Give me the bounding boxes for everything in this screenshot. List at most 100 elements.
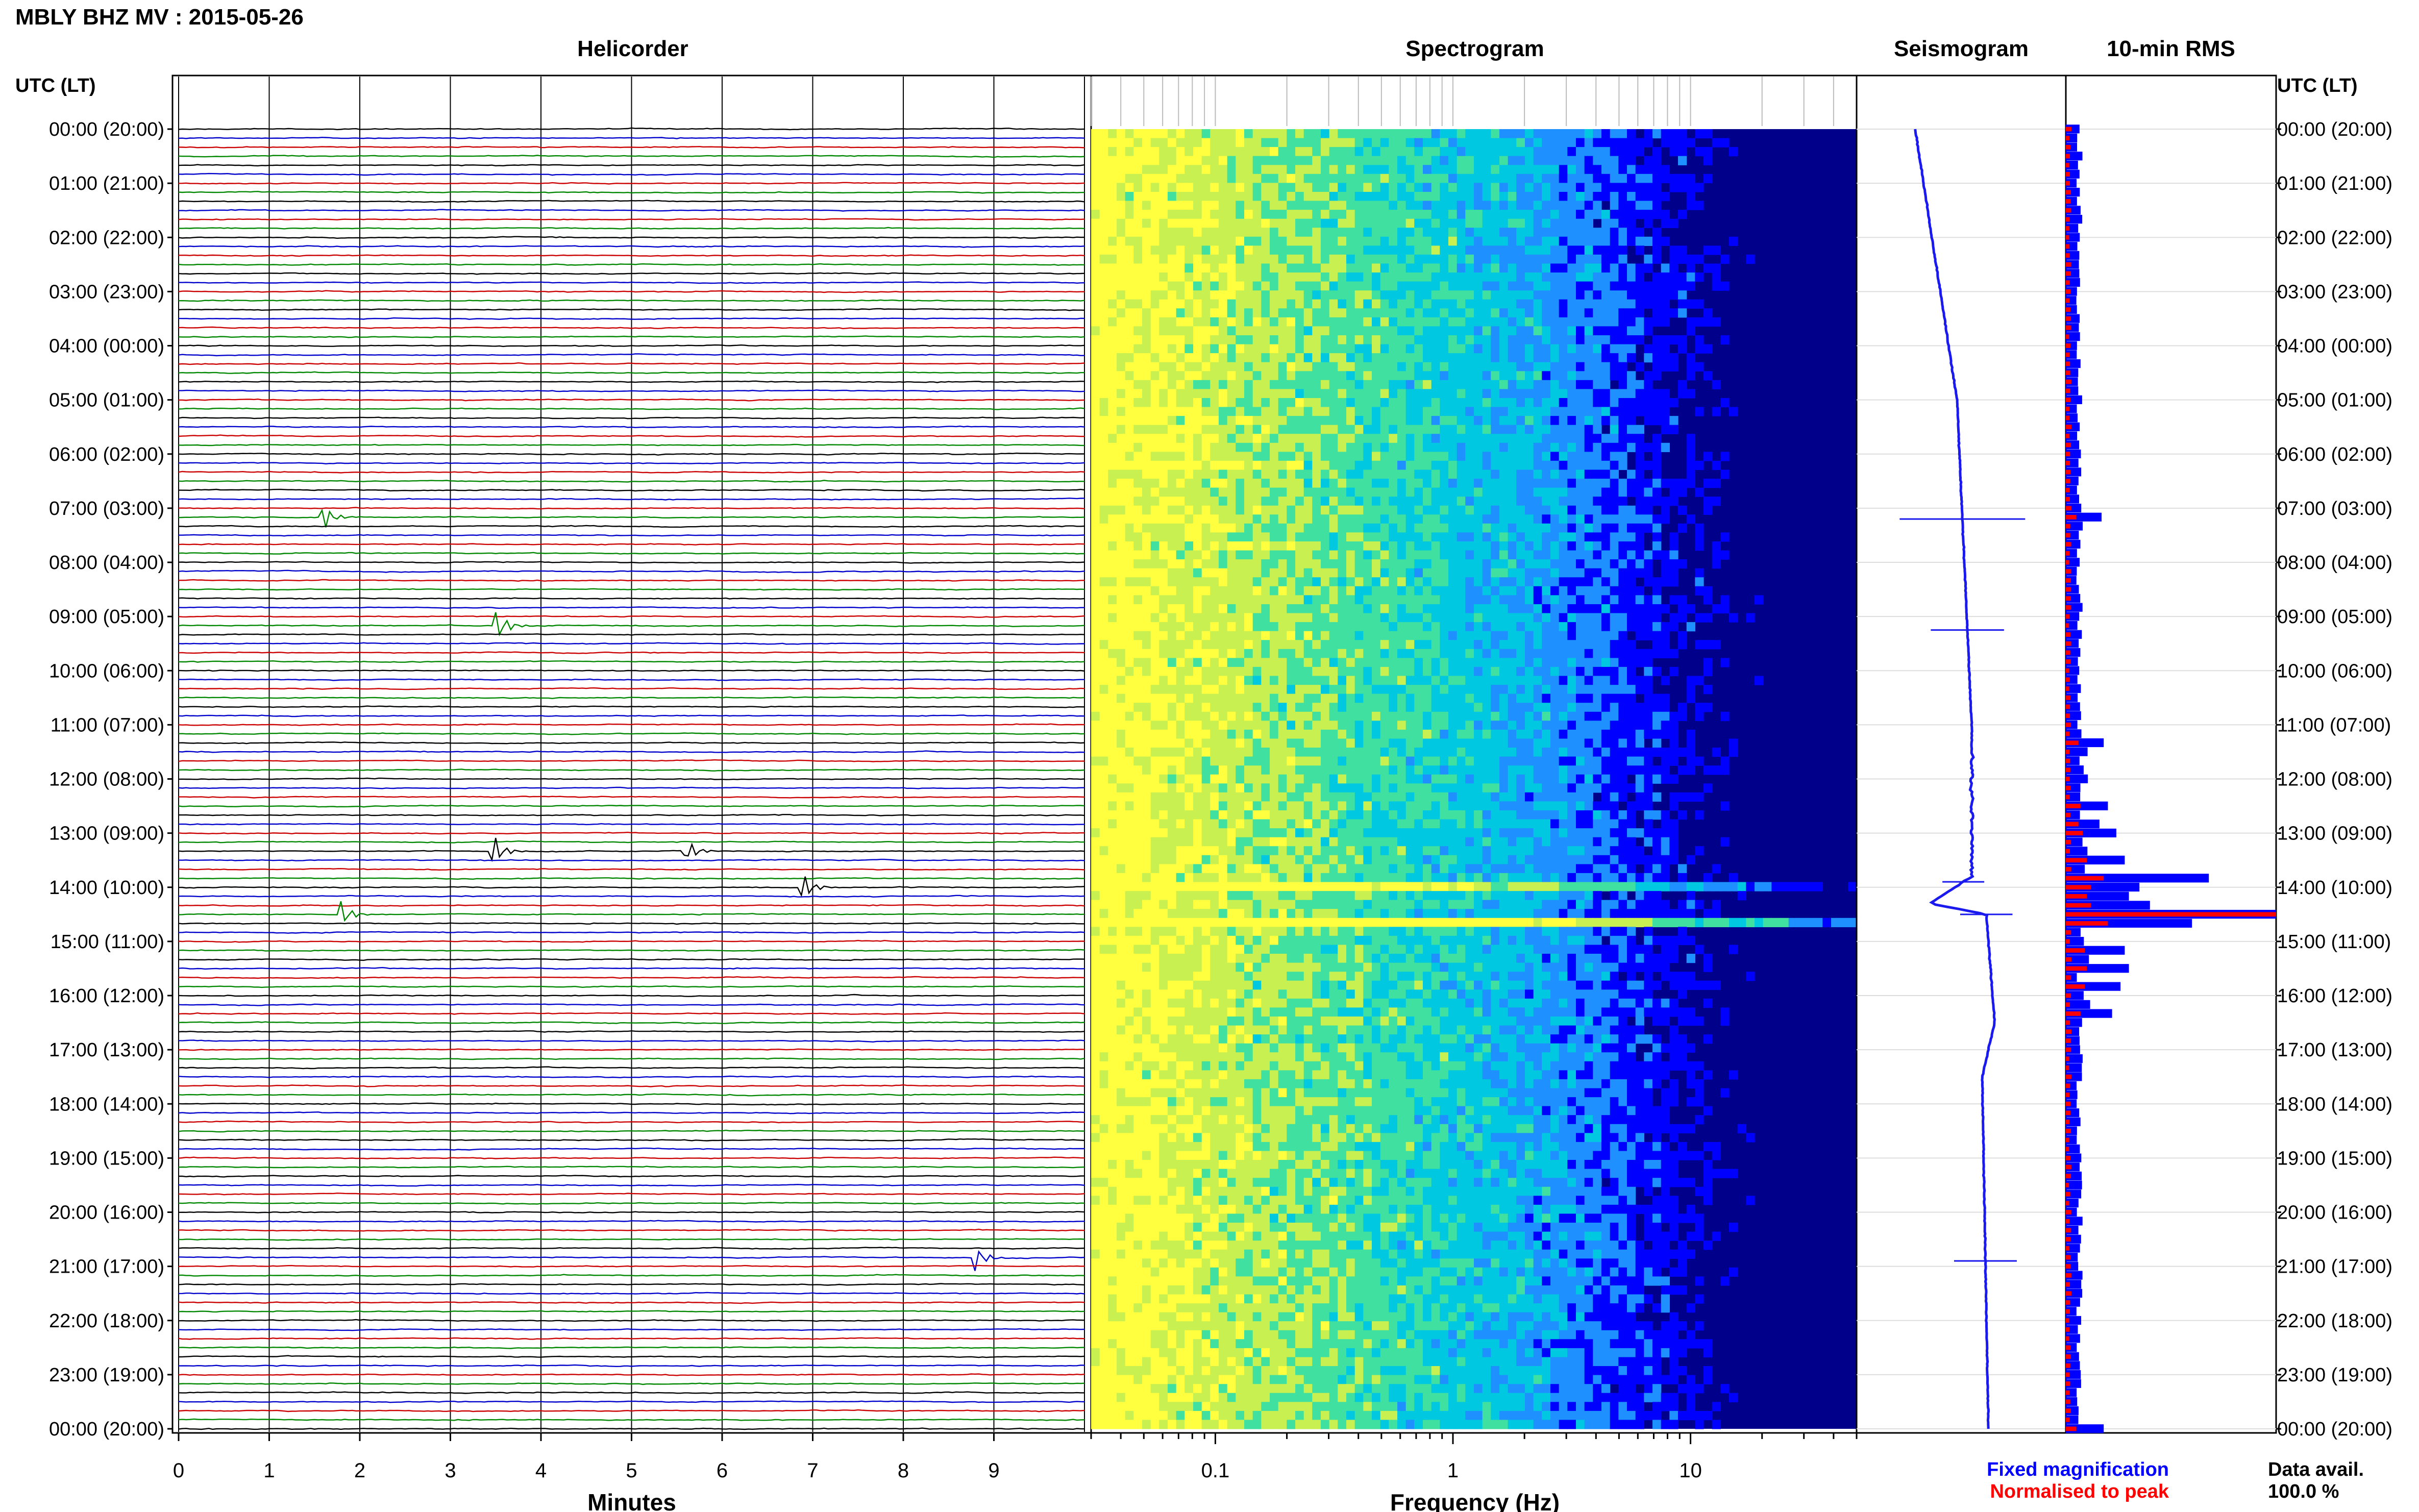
spectrogram-cell bbox=[1601, 272, 1611, 282]
spectrogram-cell bbox=[1295, 586, 1304, 596]
spectrogram-cell bbox=[1448, 416, 1458, 426]
spectrogram-cell bbox=[1184, 317, 1194, 327]
spectrogram-cell bbox=[1474, 335, 1483, 345]
spectrogram-cell bbox=[1525, 407, 1534, 416]
time-tick-left: 01:00 (21:00) bbox=[49, 173, 164, 194]
spectrogram-cell bbox=[1499, 523, 1509, 533]
spectrogram-cell bbox=[1295, 497, 1304, 506]
spectrogram-cell bbox=[1593, 460, 1602, 470]
spectrogram-cell bbox=[1210, 173, 1219, 183]
spectrogram-cell bbox=[1150, 541, 1159, 551]
spectrogram-cell bbox=[1576, 263, 1585, 273]
spectrogram-cell bbox=[1610, 631, 1619, 640]
spectrogram-cell bbox=[1627, 613, 1636, 623]
spectrogram-cell bbox=[1193, 245, 1202, 255]
spectrogram-cell bbox=[1576, 173, 1585, 183]
spectrogram-cell bbox=[1372, 218, 1381, 228]
spectrogram-cell bbox=[1372, 308, 1381, 318]
spectrogram-cell bbox=[1423, 228, 1432, 237]
spectrogram-cell bbox=[1193, 129, 1202, 139]
spectrogram-cell bbox=[1380, 173, 1389, 183]
spectrogram-cell bbox=[1363, 434, 1372, 443]
spectrogram-cell bbox=[1465, 577, 1474, 587]
spectrogram-cell bbox=[1244, 299, 1253, 309]
spectrogram-cell bbox=[1389, 442, 1398, 452]
spectrogram-cell bbox=[1346, 631, 1355, 640]
spectrogram-cell bbox=[1397, 236, 1406, 246]
spectrogram-cell bbox=[1219, 326, 1228, 336]
spectrogram-cell bbox=[1287, 666, 1296, 677]
spectrogram-cell bbox=[1278, 245, 1287, 255]
spectrogram-cell bbox=[1465, 201, 1474, 210]
spectrogram-cell bbox=[1593, 479, 1602, 488]
spectrogram-cell bbox=[1159, 416, 1168, 426]
spectrogram-cell bbox=[1652, 254, 1662, 264]
spectrogram-cell bbox=[1227, 389, 1236, 399]
spectrogram-cell bbox=[1720, 398, 1730, 408]
spectrogram-cell bbox=[1372, 649, 1381, 658]
spectrogram-cell bbox=[1295, 676, 1304, 685]
spectrogram-cell bbox=[1210, 236, 1219, 246]
spectrogram-cell bbox=[1363, 245, 1372, 255]
spectrogram-cell bbox=[1678, 631, 1687, 640]
spectrogram-cell bbox=[1219, 658, 1228, 667]
spectrogram-cell bbox=[1227, 479, 1236, 488]
time-tick-right: 07:00 (03:00) bbox=[2277, 498, 2392, 519]
spectrogram-cell bbox=[1695, 640, 1704, 650]
spectrogram-cell bbox=[1678, 308, 1687, 318]
spectrogram-cell bbox=[1091, 425, 1100, 434]
time-tick-right: 18:00 (14:00) bbox=[2277, 1094, 2392, 1115]
spectrogram-cell bbox=[1303, 218, 1313, 228]
spectrogram-cell bbox=[1593, 380, 1602, 389]
spectrogram-cell bbox=[1346, 577, 1355, 587]
spectrogram-cell bbox=[1193, 173, 1202, 183]
spectrogram-cell bbox=[1397, 442, 1406, 452]
spectrogram-cell bbox=[1244, 497, 1253, 506]
spectrogram-cell bbox=[1354, 425, 1364, 434]
spectrogram-cell bbox=[1508, 165, 1517, 175]
spectrogram-cell bbox=[1287, 505, 1296, 515]
spectrogram-cell bbox=[1389, 559, 1398, 569]
spectrogram-cell bbox=[1117, 201, 1126, 210]
spectrogram-cell bbox=[1482, 479, 1491, 488]
spectrogram-cell bbox=[1278, 218, 1287, 228]
spectrogram-cell bbox=[1219, 263, 1228, 273]
spectrogram-cell bbox=[1533, 263, 1542, 273]
spectrogram-cell bbox=[1278, 254, 1287, 264]
spectrogram-cell bbox=[1542, 129, 1551, 139]
helicorder-trace bbox=[178, 1166, 1085, 1169]
spectrogram-cell bbox=[1482, 622, 1491, 632]
spectrogram-cell bbox=[1559, 559, 1568, 569]
spectrogram-cell bbox=[1610, 703, 1619, 712]
spectrogram-cell bbox=[1287, 703, 1296, 712]
spectrogram-cell bbox=[1584, 416, 1593, 426]
spectrogram-cell bbox=[1491, 550, 1500, 560]
helicorder-x-tick-label: 9 bbox=[988, 1459, 999, 1482]
spectrogram-cell bbox=[1448, 398, 1458, 408]
spectrogram-cell bbox=[1389, 353, 1398, 363]
spectrogram-cell bbox=[1397, 550, 1406, 560]
spectrogram-cell bbox=[1295, 577, 1304, 587]
helicorder-trace bbox=[178, 525, 1085, 528]
spectrogram-cell bbox=[1567, 353, 1576, 363]
spectrogram-cell bbox=[1176, 290, 1185, 300]
spectrogram-cell bbox=[1491, 703, 1500, 712]
spectrogram-cell bbox=[1278, 541, 1287, 551]
spectrogram-cell bbox=[1210, 568, 1219, 578]
spectrogram-cell bbox=[1482, 210, 1491, 219]
spectrogram-cell bbox=[1354, 416, 1364, 426]
spectrogram-cell bbox=[1474, 523, 1483, 533]
spectrogram-cell bbox=[1091, 479, 1100, 488]
spectrogram-cell bbox=[1312, 272, 1321, 282]
spectrogram-cell bbox=[1372, 228, 1381, 237]
spectrogram-cell bbox=[1389, 272, 1398, 282]
spectrogram-cell bbox=[1491, 479, 1500, 488]
spectrogram-cell bbox=[1227, 371, 1236, 381]
spectrogram-cell bbox=[1261, 165, 1270, 175]
spectrogram-cell bbox=[1601, 604, 1611, 614]
spectrogram-cell bbox=[1576, 416, 1585, 426]
spectrogram-cell bbox=[1465, 308, 1474, 318]
spectrogram-cell bbox=[1431, 201, 1440, 210]
spectrogram-cell bbox=[1448, 138, 1458, 147]
spectrogram-cell bbox=[1270, 703, 1279, 712]
